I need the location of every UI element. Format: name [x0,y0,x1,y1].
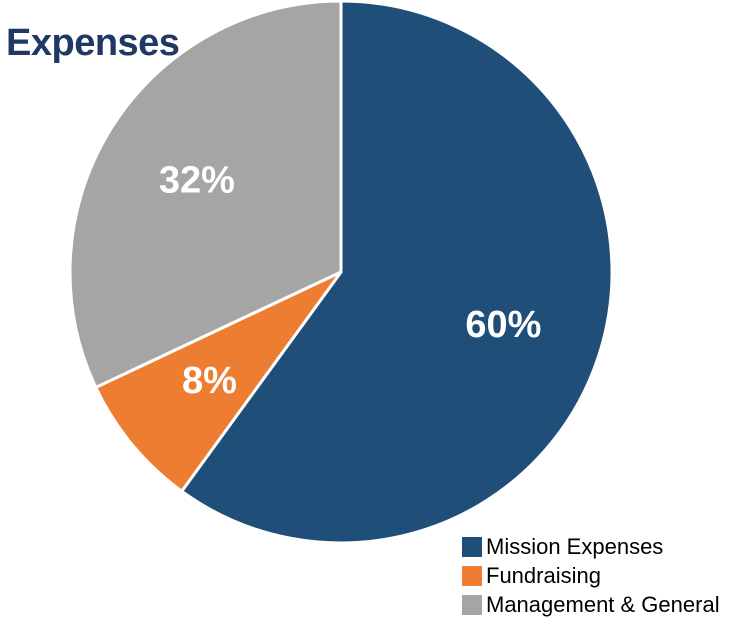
chart-title: Expenses [6,22,180,64]
legend-label-fundraising: Fundraising [486,562,601,588]
legend-item-management-general: Management & General [462,590,720,619]
pie-slice-management-and-general [68,0,343,389]
data-label-mission-expenses: 60% [465,304,541,346]
pie-slice-mission-expenses [180,0,614,545]
legend-swatch-fundraising [462,565,482,586]
legend-item-fundraising: Fundraising [462,561,720,590]
legend-swatch-management-general [462,594,482,615]
data-label-management-and-general: 32% [159,160,235,202]
legend-label-mission-expenses: Mission Expenses [486,533,664,559]
legend: Mission Expenses Fundraising Management … [462,532,720,619]
legend-swatch-mission-expenses [462,536,482,557]
legend-item-mission-expenses: Mission Expenses [462,532,720,561]
pie-slice-fundraising [94,270,343,493]
data-label-fundraising: 8% [182,360,237,402]
legend-label-management-general: Management & General [486,591,720,617]
